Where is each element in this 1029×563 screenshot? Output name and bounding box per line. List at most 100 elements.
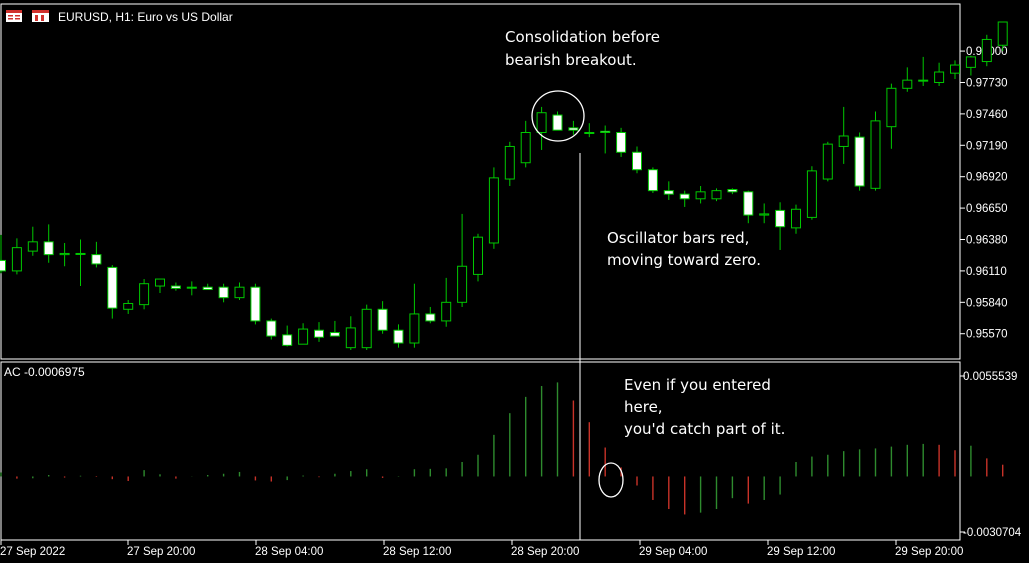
candle bbox=[59, 242, 70, 267]
oscillator-axis-label: -0.0030704 bbox=[963, 527, 1022, 539]
candle-body bbox=[520, 131, 531, 164]
candle-body bbox=[616, 131, 627, 153]
candle-body bbox=[43, 241, 54, 256]
candle-body bbox=[918, 79, 929, 82]
candle-body bbox=[393, 329, 404, 344]
candle bbox=[107, 265, 118, 319]
candle-body bbox=[361, 308, 372, 349]
candle bbox=[409, 283, 420, 348]
price-axis-label: 0.95840 bbox=[966, 297, 1008, 309]
candle bbox=[0, 234, 6, 274]
oscillator-label: AC -0.0006975 bbox=[4, 365, 85, 379]
candle bbox=[473, 233, 483, 282]
candle-body bbox=[218, 286, 229, 299]
candle-body bbox=[202, 286, 213, 291]
chart-window-icon[interactable] bbox=[32, 10, 49, 22]
annotation-line: bearish breakout. bbox=[505, 51, 637, 69]
candle-body bbox=[59, 252, 70, 256]
time-axis-label: 29 Sep 20:00 bbox=[895, 546, 963, 558]
candle-body bbox=[838, 135, 849, 147]
candle-body bbox=[600, 130, 611, 133]
candle-body bbox=[568, 127, 579, 131]
candle-body bbox=[345, 327, 356, 349]
candle bbox=[997, 21, 1008, 52]
price-axis-label: 0.97730 bbox=[966, 77, 1008, 89]
candle-body bbox=[27, 241, 38, 252]
candle bbox=[902, 67, 913, 92]
candle-body bbox=[647, 169, 658, 192]
candle bbox=[965, 55, 976, 76]
price-axis: 0.980000.977300.974600.971900.969200.966… bbox=[960, 46, 1008, 341]
candle bbox=[441, 277, 452, 327]
candle bbox=[886, 83, 897, 149]
candle-body bbox=[854, 136, 865, 187]
candle bbox=[43, 224, 54, 263]
oscillator-axis-label: 0.0055539 bbox=[963, 371, 1017, 383]
candle bbox=[838, 106, 849, 164]
candle bbox=[791, 204, 801, 234]
candle bbox=[155, 278, 165, 294]
candle bbox=[727, 188, 738, 195]
candle-body bbox=[473, 236, 483, 275]
candle-body bbox=[934, 71, 945, 83]
candlestick-series bbox=[0, 21, 1008, 350]
candle bbox=[298, 323, 309, 345]
candle bbox=[950, 60, 960, 79]
candle bbox=[234, 282, 245, 300]
candle bbox=[854, 132, 865, 191]
candle-body bbox=[107, 266, 118, 309]
candle bbox=[91, 241, 102, 268]
chart-title: EURUSD, H1: Euro vs US Dollar bbox=[58, 10, 233, 24]
time-axis-label: 29 Sep 04:00 bbox=[639, 546, 707, 558]
candle bbox=[329, 320, 340, 337]
candle-body bbox=[695, 191, 706, 200]
candle-body bbox=[950, 64, 960, 74]
time-axis: 27 Sep 2022 27 Sep 20:00 28 Sep 04:00 28 Se… bbox=[0, 540, 963, 558]
candle bbox=[282, 325, 293, 347]
time-axis-label: 28 Sep 20:00 bbox=[511, 546, 579, 558]
candle-body bbox=[997, 21, 1008, 46]
candle-body bbox=[425, 313, 436, 322]
candle bbox=[393, 324, 404, 348]
chart-header: EURUSD, H1: Euro vs US Dollar bbox=[6, 10, 233, 24]
candle bbox=[218, 283, 229, 303]
price-axis-label: 0.96380 bbox=[966, 235, 1008, 247]
candle bbox=[775, 202, 786, 250]
time-axis-label: 29 Sep 12:00 bbox=[767, 546, 835, 558]
candle bbox=[377, 301, 388, 334]
candle bbox=[75, 239, 86, 287]
annotation-consolidation: Consolidation before bearish breakout. bbox=[505, 28, 660, 69]
candle-body bbox=[234, 286, 245, 299]
entry-highlight-circle bbox=[598, 462, 624, 498]
price-axis-label: 0.96920 bbox=[966, 172, 1008, 184]
annotation-entry: Even if you entered here, you'd catch pa… bbox=[624, 376, 785, 438]
candle bbox=[457, 213, 468, 307]
price-axis-label: 0.96110 bbox=[966, 266, 1007, 278]
candle-body bbox=[791, 208, 801, 229]
annotation-line: Even if you entered bbox=[624, 376, 771, 394]
annotation-oscillator: Oscillator bars red, moving toward zero. bbox=[607, 229, 761, 269]
candle-body bbox=[806, 170, 817, 218]
candle-body bbox=[377, 308, 388, 331]
candle-body bbox=[282, 334, 293, 346]
candle-body bbox=[155, 278, 165, 287]
candle bbox=[425, 306, 436, 324]
candle bbox=[679, 190, 690, 207]
candle-body bbox=[329, 332, 340, 337]
candle bbox=[170, 282, 181, 291]
candle-body bbox=[886, 87, 897, 128]
candle-body bbox=[314, 329, 324, 338]
candle-body bbox=[775, 209, 786, 228]
candle bbox=[314, 322, 324, 342]
candle bbox=[600, 125, 611, 154]
candle bbox=[616, 127, 627, 157]
candle bbox=[552, 111, 563, 131]
symbol-window-icon[interactable] bbox=[6, 10, 22, 22]
candle-body bbox=[170, 285, 181, 289]
ac-oscillator-bars bbox=[0, 382, 1004, 515]
candle-body bbox=[743, 191, 754, 216]
price-axis-label: 0.97190 bbox=[966, 140, 1008, 152]
oscillator-pane-frame bbox=[0, 361, 961, 541]
candle-body bbox=[0, 259, 6, 272]
